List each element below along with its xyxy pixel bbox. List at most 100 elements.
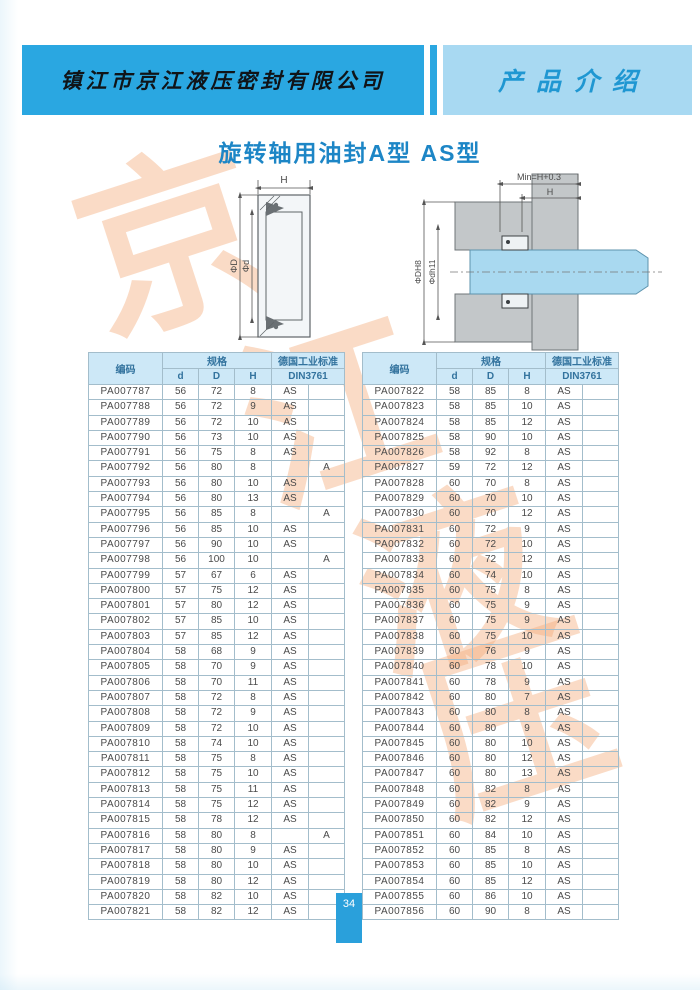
cell: 60 [436, 613, 473, 630]
cell: 70 [472, 475, 509, 493]
table-row: PA007807 58 72 8 AS [88, 689, 345, 707]
cell: PA007827 [362, 460, 437, 477]
cell [308, 521, 345, 538]
cell: 12 [234, 628, 272, 646]
cell: 9 [234, 842, 272, 860]
cell: 10 [234, 536, 272, 554]
col-header-din: DIN3761 [271, 368, 345, 385]
cell [582, 735, 619, 753]
cell [582, 429, 619, 447]
cell: 82 [472, 797, 509, 814]
cell: AS [545, 858, 583, 875]
cell: PA007796 [88, 521, 163, 538]
cell: AS [545, 873, 583, 890]
cell: 58 [436, 445, 473, 462]
cell: 12 [508, 506, 546, 523]
cell: PA007839 [362, 644, 437, 661]
cell: 10 [234, 521, 272, 538]
table-row: PA007803 57 85 12 AS [88, 628, 345, 646]
cell [308, 644, 345, 661]
cell: PA007833 [362, 552, 437, 569]
cell: 56 [162, 552, 199, 569]
cell: 60 [436, 827, 473, 844]
cell: 8 [234, 506, 272, 523]
table-row: PA007827 59 72 12 AS [362, 460, 619, 477]
cell: 56 [162, 506, 199, 523]
cell: 72 [472, 536, 509, 554]
cell: 10 [508, 491, 546, 508]
cell: 8 [508, 582, 546, 600]
cell: AS [271, 567, 309, 584]
cell: 6 [234, 567, 272, 584]
cell: AS [545, 399, 583, 416]
cell [308, 414, 345, 431]
cell: AS [545, 689, 583, 707]
cell: AS [271, 781, 309, 799]
cell: PA007843 [362, 705, 437, 722]
cell: 58 [162, 644, 199, 661]
cell [582, 552, 619, 569]
dim-label-H-right: H [547, 187, 554, 197]
cell: 75 [198, 445, 235, 462]
cell: 82 [198, 888, 235, 906]
cell: 75 [198, 582, 235, 600]
cell: 60 [436, 567, 473, 584]
cell [308, 705, 345, 722]
cell [582, 460, 619, 477]
cell: AS [271, 674, 309, 691]
cell: PA007823 [362, 399, 437, 416]
table-row: PA007800 57 75 12 AS [88, 582, 345, 600]
cell: 8 [234, 689, 272, 707]
cell [582, 475, 619, 493]
cell: 80 [198, 475, 235, 493]
cell: 9 [508, 644, 546, 661]
cell: 59 [436, 460, 473, 477]
cell: AS [545, 429, 583, 447]
cell: 80 [198, 460, 235, 477]
cell: 60 [436, 812, 473, 829]
cell: PA007790 [88, 429, 163, 447]
table-row: PA007805 58 70 9 AS [88, 659, 345, 676]
cell: PA007810 [88, 735, 163, 753]
table-row: PA007829 60 70 10 AS [362, 491, 619, 508]
cell: 85 [198, 628, 235, 646]
cell [582, 873, 619, 890]
cell: PA007816 [88, 827, 163, 844]
cell: AS [545, 766, 583, 783]
cell [308, 659, 345, 676]
cell: 12 [508, 414, 546, 431]
table-row: PA007791 56 75 8 AS [88, 445, 345, 462]
table-row: PA007798 56 100 10 A [88, 552, 345, 569]
cell: 8 [508, 904, 546, 921]
table-row: PA007836 60 75 9 AS [362, 598, 619, 615]
cell: 10 [234, 735, 272, 753]
cell: 72 [198, 689, 235, 707]
cell: PA007829 [362, 491, 437, 508]
cell: 58 [162, 888, 199, 906]
cell: 10 [508, 536, 546, 554]
cell: PA007820 [88, 888, 163, 906]
dim-label-H-left: H [280, 175, 287, 186]
cell: AS [271, 659, 309, 676]
col-header-spec: 规格 [436, 352, 546, 369]
cell: 72 [198, 414, 235, 431]
cell: 7 [508, 689, 546, 707]
cell: 56 [162, 383, 199, 401]
cell: PA007835 [362, 582, 437, 600]
cell [582, 445, 619, 462]
cell: PA007793 [88, 475, 163, 493]
cell: PA007812 [88, 766, 163, 783]
cell: PA007842 [362, 689, 437, 707]
cell: AS [271, 598, 309, 615]
cell: 60 [436, 858, 473, 875]
cell: 12 [234, 582, 272, 600]
cell [308, 613, 345, 630]
cell: 60 [436, 674, 473, 691]
cell: AS [271, 414, 309, 431]
table-row: PA007795 56 85 8 A [88, 506, 345, 523]
table-row: PA007831 60 72 9 AS [362, 521, 619, 538]
cell: PA007832 [362, 536, 437, 554]
cell: AS [545, 383, 583, 401]
cell: 80 [198, 491, 235, 508]
cell [308, 842, 345, 860]
